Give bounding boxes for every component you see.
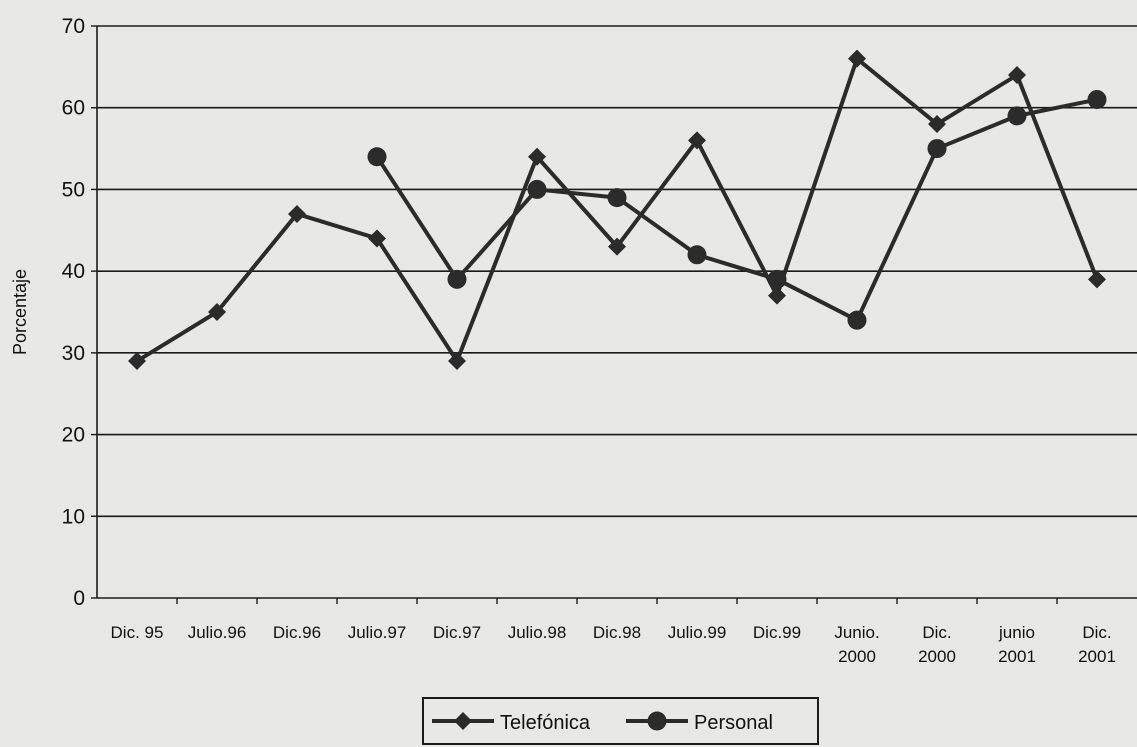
data-point xyxy=(1087,90,1107,110)
x-tick-label: Dic. 95 xyxy=(111,623,164,642)
data-point xyxy=(1008,66,1026,85)
y-tick-labels: 0 10 20 30 40 50 60 70 xyxy=(62,15,85,610)
x-tick-label: Dic.96 xyxy=(273,623,321,642)
y-tick-label: 50 xyxy=(62,178,85,201)
y-tick-label: 40 xyxy=(62,260,85,283)
data-point xyxy=(928,115,946,134)
y-tick-label: 0 xyxy=(73,587,85,610)
data-point xyxy=(448,352,466,371)
data-point xyxy=(528,147,546,166)
legend-label: Telefónica xyxy=(500,712,591,734)
x-tick-label: Dic.97 xyxy=(433,623,481,642)
x-tick-label: Junio. 2000 xyxy=(834,623,879,666)
y-tick-label: 20 xyxy=(62,424,85,447)
y-tick-label: 70 xyxy=(62,15,85,38)
data-point xyxy=(607,188,627,208)
legend-marker xyxy=(647,711,667,731)
series-circle xyxy=(367,90,1107,330)
data-point xyxy=(688,131,706,150)
data-point xyxy=(687,245,707,265)
data-point xyxy=(1088,270,1106,289)
legend-box xyxy=(422,697,819,745)
legend-label: Personal xyxy=(694,712,773,734)
x-tick-label: Julio.98 xyxy=(508,623,567,642)
legend: Telefónica Personal xyxy=(422,697,819,745)
y-axis-title: Porcentaje xyxy=(10,269,30,355)
data-point xyxy=(1007,106,1027,126)
x-tick-label: Julio.96 xyxy=(188,623,247,642)
x-tick-label: Dic.99 xyxy=(753,623,801,642)
data-point xyxy=(927,139,947,159)
data-point xyxy=(208,303,226,321)
x-tick-label: Dic. 2001 xyxy=(1078,623,1116,666)
x-tick-label: Dic.98 xyxy=(593,623,641,642)
x-tick-label: Julio.97 xyxy=(348,623,407,642)
data-point xyxy=(367,147,387,167)
y-tick-label: 10 xyxy=(62,505,85,528)
series-layer xyxy=(128,49,1107,371)
series-line xyxy=(375,97,1098,323)
data-point xyxy=(527,179,547,199)
series-diamond xyxy=(128,49,1106,371)
data-point xyxy=(767,269,787,289)
data-point xyxy=(608,237,626,256)
y-tick-label: 30 xyxy=(62,342,85,365)
data-point xyxy=(288,204,306,223)
x-tick-labels: Dic. 95 Julio.96 Dic.96 Julio.97 Dic.97 Julio… xyxy=(111,623,1116,666)
data-point xyxy=(128,352,146,371)
data-point xyxy=(768,286,786,305)
y-tick-label: 60 xyxy=(62,97,85,120)
data-point xyxy=(368,229,386,248)
data-point xyxy=(848,49,866,68)
axes xyxy=(91,25,1137,604)
data-point xyxy=(847,310,867,330)
legend-marker xyxy=(454,712,472,730)
x-tick-label: Julio.99 xyxy=(668,623,727,642)
data-point xyxy=(447,269,467,289)
x-tick-label: junio 2001 xyxy=(998,623,1036,666)
x-tick-label: Dic. 2000 xyxy=(918,623,956,666)
